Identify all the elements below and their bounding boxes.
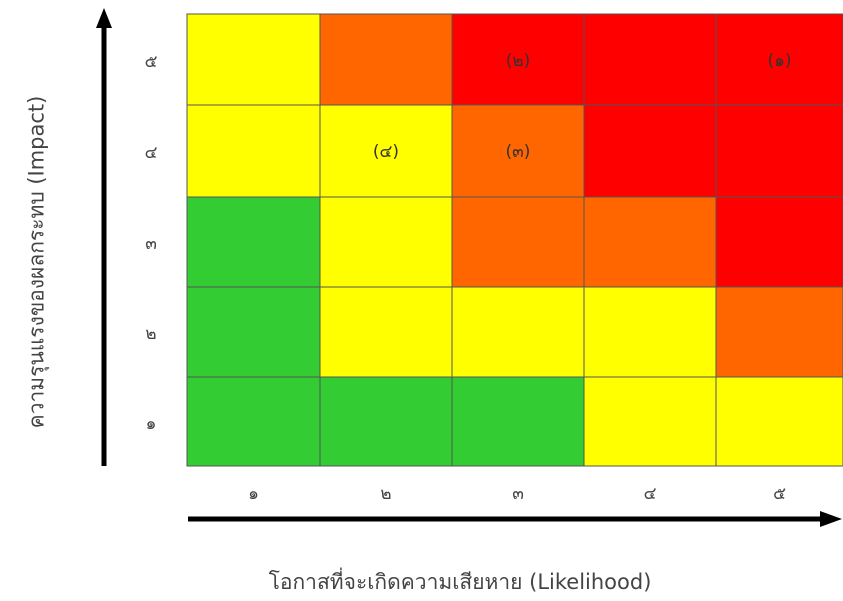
matrix-cell-r2-c4 — [583, 104, 717, 198]
matrix-cell-r3-c2 — [319, 196, 453, 288]
matrix-cell-r4-c2 — [319, 286, 453, 378]
x-tick-label: ๔ — [643, 484, 657, 504]
matrix-cell-r4-c1 — [186, 286, 321, 378]
y-tick-label: ๓ — [145, 234, 157, 254]
y-tick-label: ๕ — [144, 51, 158, 72]
matrix-cell-r1-c5 — [715, 13, 843, 106]
matrix-cell-r1-c2 — [319, 13, 453, 106]
matrix-cell-r3-c3 — [451, 196, 585, 288]
y-tick-label: ๒ — [145, 324, 157, 344]
matrix-cell-r2-c1 — [186, 104, 321, 198]
matrix-cell-r5-c4 — [583, 376, 717, 467]
matrix-cell-r1-c3 — [451, 13, 585, 106]
matrix-cell-r2-c3 — [451, 104, 585, 198]
x-tick-label: ๒ — [380, 484, 392, 504]
cell-risk-label: (๔) — [372, 142, 400, 162]
x-tick-label: ๑ — [248, 484, 259, 504]
x-axis-arrowhead — [820, 511, 842, 527]
matrix-cell-r4-c5 — [715, 286, 843, 378]
y-axis-arrowhead — [96, 8, 112, 28]
cell-risk-label: (๓) — [505, 142, 531, 162]
y-tick-label: ๔ — [144, 143, 158, 163]
x-axis-title: โอกาสที่จะเกิดความเสียหาย (Likelihood) — [268, 570, 652, 594]
y-axis-title: ความรุนแรงของผลกระทบ (Impact) — [24, 95, 49, 429]
y-tick-label: ๑ — [145, 413, 157, 434]
matrix-cell-r3-c5 — [715, 196, 843, 288]
matrix-cell-r5-c1 — [186, 376, 321, 467]
x-tick-label: ๓ — [512, 484, 524, 504]
matrix-cell-r4-c4 — [583, 286, 717, 378]
matrix-cell-r5-c5 — [715, 376, 843, 467]
cell-risk-label: (๑) — [767, 50, 792, 71]
matrix-cell-r3-c1 — [186, 196, 321, 288]
matrix-cell-r1-c1 — [186, 13, 321, 106]
matrix-cells — [186, 13, 843, 467]
x-tick-label: ๕ — [773, 484, 786, 504]
matrix-cell-r5-c2 — [319, 376, 453, 467]
cell-risk-label: (๒) — [505, 50, 531, 71]
matrix-cell-r3-c4 — [583, 196, 717, 288]
matrix-cell-r1-c4 — [583, 13, 717, 106]
matrix-cell-r2-c5 — [715, 104, 843, 198]
matrix-cell-r4-c3 — [451, 286, 585, 378]
matrix-cell-r5-c3 — [451, 376, 585, 467]
